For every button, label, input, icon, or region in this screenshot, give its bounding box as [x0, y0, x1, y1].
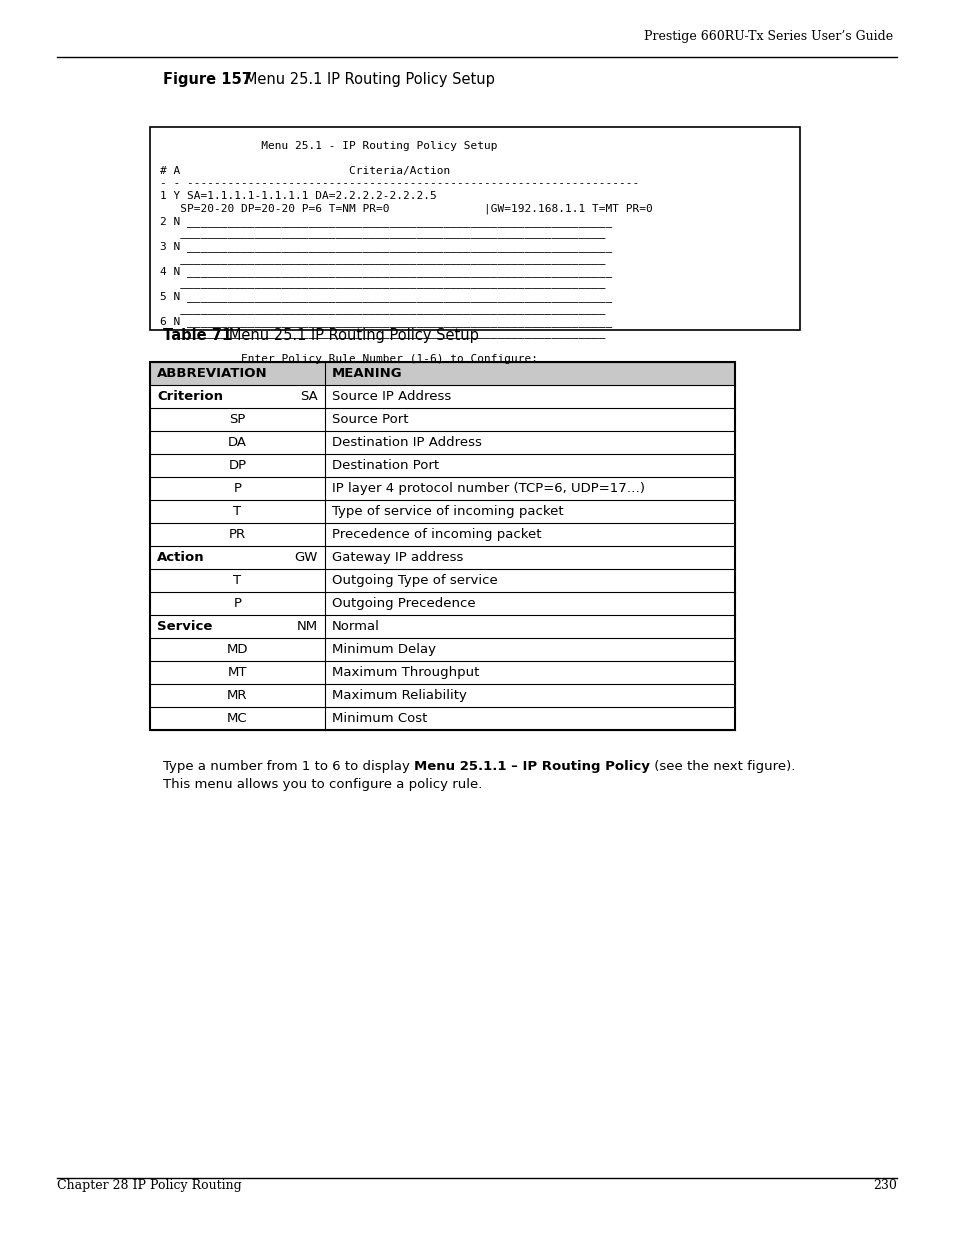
- Text: P: P: [233, 482, 241, 495]
- Text: 4 N _______________________________________________________________: 4 N ____________________________________…: [160, 266, 612, 277]
- Text: Chapter 28 IP Policy Routing: Chapter 28 IP Policy Routing: [57, 1179, 241, 1192]
- Text: This menu allows you to configure a policy rule.: This menu allows you to configure a poli…: [163, 778, 482, 790]
- Text: Maximum Reliability: Maximum Reliability: [332, 689, 466, 701]
- Text: Criterion: Criterion: [157, 390, 223, 403]
- Text: _______________________________________________________________: ________________________________________…: [160, 228, 605, 238]
- Bar: [150, 127, 800, 330]
- Text: - - -------------------------------------------------------------------: - - ------------------------------------…: [160, 179, 639, 189]
- Text: # A                         Criteria/Action: # A Criteria/Action: [160, 165, 450, 177]
- Text: Menu 25.1.1 – IP Routing Policy: Menu 25.1.1 – IP Routing Policy: [414, 760, 649, 773]
- Text: P: P: [233, 597, 241, 610]
- Text: _______________________________________________________________: ________________________________________…: [160, 279, 605, 289]
- Text: MEANING: MEANING: [332, 367, 402, 380]
- Text: 6 N _______________________________________________________________: 6 N ____________________________________…: [160, 316, 612, 327]
- Text: IP layer 4 protocol number (TCP=6, UDP=17…): IP layer 4 protocol number (TCP=6, UDP=1…: [332, 482, 644, 495]
- Text: Precedence of incoming packet: Precedence of incoming packet: [332, 529, 541, 541]
- Bar: [150, 362, 734, 385]
- Text: SP: SP: [229, 412, 246, 426]
- Bar: [150, 385, 734, 730]
- Text: Outgoing Type of service: Outgoing Type of service: [332, 574, 497, 587]
- Text: 5 N _______________________________________________________________: 5 N ____________________________________…: [160, 291, 612, 301]
- Text: DP: DP: [228, 459, 246, 472]
- Text: Source IP Address: Source IP Address: [332, 390, 451, 403]
- Text: T: T: [233, 574, 241, 587]
- Text: SP=20-20 DP=20-20 P=6 T=NM PR=0              |GW=192.168.1.1 T=MT PR=0: SP=20-20 DP=20-20 P=6 T=NM PR=0 |GW=192.…: [160, 204, 652, 214]
- Text: Action: Action: [157, 551, 204, 564]
- Text: 1 Y SA=1.1.1.1-1.1.1.1 DA=2.2.2.2-2.2.2.5: 1 Y SA=1.1.1.1-1.1.1.1 DA=2.2.2.2-2.2.2.…: [160, 191, 436, 201]
- Text: Type of service of incoming packet: Type of service of incoming packet: [332, 505, 563, 517]
- Text: _______________________________________________________________: ________________________________________…: [160, 253, 605, 263]
- Text: Menu 25.1 IP Routing Policy Setup: Menu 25.1 IP Routing Policy Setup: [231, 72, 495, 86]
- Text: Type a number from 1 to 6 to display: Type a number from 1 to 6 to display: [163, 760, 414, 773]
- Text: Table 71: Table 71: [163, 329, 232, 343]
- Text: 3 N _______________________________________________________________: 3 N ____________________________________…: [160, 241, 612, 252]
- Text: Source Port: Source Port: [332, 412, 408, 426]
- Text: Minimum Cost: Minimum Cost: [332, 713, 427, 725]
- Text: T: T: [233, 505, 241, 517]
- Text: Prestige 660RU-Tx Series User’s Guide: Prestige 660RU-Tx Series User’s Guide: [643, 30, 892, 43]
- Text: Destination Port: Destination Port: [332, 459, 438, 472]
- Text: 230: 230: [872, 1179, 896, 1192]
- Text: MR: MR: [227, 689, 248, 701]
- Text: Maximum Throughput: Maximum Throughput: [332, 666, 478, 679]
- Text: Service: Service: [157, 620, 213, 634]
- Text: GW: GW: [294, 551, 317, 564]
- Text: Figure 157: Figure 157: [163, 72, 252, 86]
- Text: (see the next figure).: (see the next figure).: [649, 760, 795, 773]
- Text: Destination IP Address: Destination IP Address: [332, 436, 481, 450]
- Text: Menu 25.1 IP Routing Policy Setup: Menu 25.1 IP Routing Policy Setup: [214, 329, 478, 343]
- Text: _______________________________________________________________: ________________________________________…: [160, 329, 605, 338]
- Text: Gateway IP address: Gateway IP address: [332, 551, 463, 564]
- Text: Minimum Delay: Minimum Delay: [332, 643, 436, 656]
- Text: PR: PR: [229, 529, 246, 541]
- Text: Normal: Normal: [332, 620, 379, 634]
- Bar: [150, 362, 734, 730]
- Text: Enter Policy Rule Number (1-6) to Configure:: Enter Policy Rule Number (1-6) to Config…: [160, 353, 537, 363]
- Text: DA: DA: [228, 436, 247, 450]
- Text: Outgoing Precedence: Outgoing Precedence: [332, 597, 476, 610]
- Text: MC: MC: [227, 713, 248, 725]
- Text: NM: NM: [296, 620, 317, 634]
- Text: SA: SA: [300, 390, 317, 403]
- Text: MT: MT: [228, 666, 247, 679]
- Text: _______________________________________________________________: ________________________________________…: [160, 304, 605, 314]
- Text: 2 N _______________________________________________________________: 2 N ____________________________________…: [160, 216, 612, 227]
- Text: Menu 25.1 - IP Routing Policy Setup: Menu 25.1 - IP Routing Policy Setup: [160, 141, 497, 151]
- Text: ABBREVIATION: ABBREVIATION: [157, 367, 268, 380]
- Text: MD: MD: [227, 643, 248, 656]
